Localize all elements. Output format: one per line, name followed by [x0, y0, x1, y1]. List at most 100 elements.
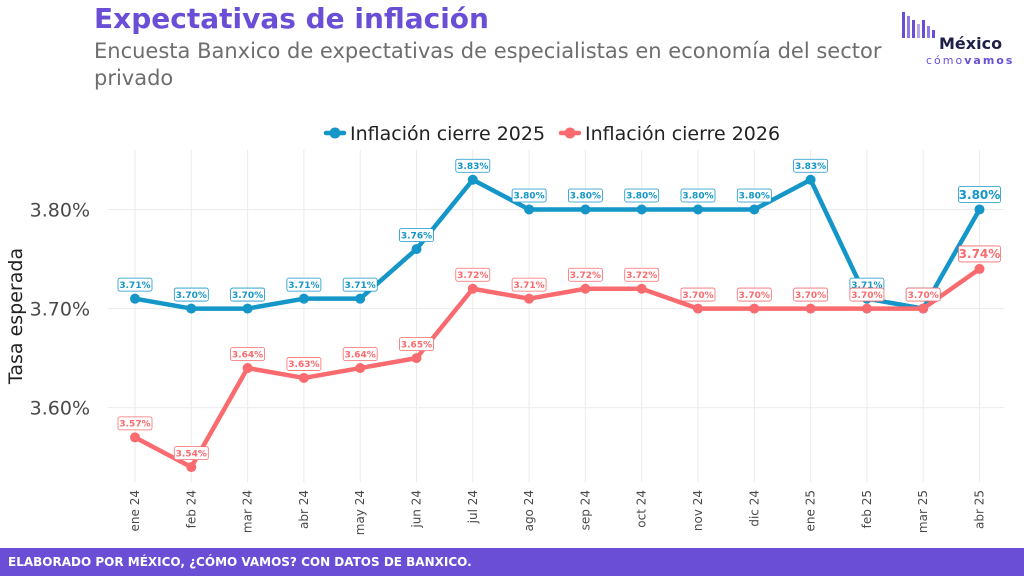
data-label: 3.70%	[908, 291, 939, 301]
data-label: 3.80%	[626, 192, 657, 202]
data-label-box	[173, 446, 209, 461]
data-label-box	[286, 357, 322, 371]
x-tick-label: jun 24	[410, 490, 424, 529]
data-point	[242, 363, 253, 374]
data-label-box	[117, 277, 153, 292]
x-tick-label: may 24	[353, 490, 367, 535]
chart-data-labels: 3.71%3.70% 3.70%3.71% 3.71%3.76%3.83%3.80%…	[117, 158, 1001, 461]
data-point	[693, 204, 703, 215]
data-point	[467, 283, 478, 294]
data-label-box	[173, 287, 209, 302]
data-point	[636, 204, 647, 215]
chart-points	[130, 174, 985, 473]
x-tick-label: feb 25	[860, 490, 874, 528]
data-label-box	[568, 267, 603, 282]
data-point	[298, 372, 309, 383]
logo-bars-icon	[902, 12, 935, 38]
data-point	[186, 462, 197, 473]
logo-word-mexico: México	[939, 34, 1003, 53]
data-label: 3.54%	[176, 449, 207, 459]
chart-legend: Inflación cierre 2025 Inflación cierre 20…	[323, 123, 780, 145]
chart-series-lines	[132, 177, 982, 470]
chart-grid	[108, 150, 1004, 482]
x-tick-label: ene 24	[128, 490, 142, 531]
chart-axes: 3.60% 3.70% 3.80% ene 24 feb 24 mar 24 abr 24 m…	[5, 199, 987, 535]
data-label: 3.76%	[401, 231, 432, 241]
logo-word-vamos: vamos	[964, 54, 1015, 67]
data-label: 3.83%	[457, 162, 488, 172]
data-label-box	[958, 245, 1001, 263]
data-label: 3.80%	[739, 192, 770, 202]
data-label-box	[286, 277, 322, 292]
data-label: 3.72%	[457, 271, 488, 281]
data-label-box	[511, 277, 547, 292]
data-point	[974, 204, 985, 215]
data-label-box	[905, 287, 941, 302]
data-point	[524, 293, 535, 304]
data-label-box	[793, 158, 828, 173]
data-label-box	[455, 267, 491, 282]
data-label: 3.70%	[851, 291, 882, 301]
data-point	[355, 293, 366, 304]
data-label: 3.80%	[513, 192, 544, 202]
logo-word-como-vamos: cómovamos	[926, 54, 1014, 67]
data-point	[130, 293, 140, 304]
legend-marker	[329, 127, 341, 139]
data-label: 3.83%	[795, 162, 826, 172]
data-label: 3.71%	[345, 281, 376, 291]
data-point	[580, 283, 591, 294]
data-label-box	[568, 188, 603, 203]
data-point	[411, 353, 422, 364]
data-label-box	[736, 287, 772, 302]
x-tick-label: ene 25	[804, 490, 818, 531]
data-label-box	[455, 158, 491, 173]
data-label-box	[680, 287, 716, 302]
data-label: 3.71%	[119, 281, 150, 291]
x-tick-label: nov 24	[691, 490, 705, 531]
data-label: 3.72%	[626, 271, 657, 281]
data-label-box	[624, 267, 660, 282]
data-label: 3.80%	[682, 192, 713, 202]
data-label-box	[511, 188, 547, 203]
footer-source-text: ELABORADO POR MÉXICO, ¿CÓMO VAMOS? CON D…	[8, 555, 472, 569]
data-label-box	[342, 277, 378, 292]
data-label-box	[342, 347, 378, 361]
data-point	[524, 204, 535, 215]
legend-entry: Inflación cierre 2025	[350, 123, 545, 145]
x-tick-label: oct 24	[635, 490, 649, 528]
footer-bar: ELABORADO POR MÉXICO, ¿CÓMO VAMOS? CON D…	[0, 548, 1024, 576]
data-label-box	[680, 188, 716, 203]
y-tick-label: 3.70%	[30, 299, 90, 321]
series-line	[132, 266, 982, 470]
x-tick-label: jul 24	[466, 490, 480, 524]
data-label-box	[399, 337, 434, 352]
data-label-box	[117, 416, 153, 431]
data-label: 3.71%	[851, 281, 882, 291]
x-tick-label: mar 25	[916, 490, 930, 533]
y-tick-label: 3.60%	[30, 398, 90, 420]
data-label: 3.64%	[232, 350, 263, 360]
data-label: 3.70%	[682, 291, 713, 301]
data-point	[749, 204, 760, 215]
data-label: 3.63%	[288, 360, 319, 370]
legend-entry: Inflación cierre 2026	[585, 123, 780, 145]
data-label-box	[736, 188, 772, 203]
data-label: 3.71%	[288, 281, 319, 291]
data-label: 3.65%	[401, 340, 432, 350]
brand-logo: México cómovamos	[898, 10, 1018, 67]
data-point	[411, 244, 422, 255]
data-label: 3.71%	[513, 281, 544, 291]
data-point	[805, 303, 816, 314]
chart-title: Expectativas de inflación	[94, 2, 489, 35]
x-tick-label: mar 24	[241, 490, 255, 533]
chart-subtitle: Encuesta Banxico de expectativas de espe…	[94, 39, 882, 90]
x-tick-label: abr 25	[973, 490, 987, 529]
data-point	[805, 174, 816, 185]
data-point	[749, 303, 760, 314]
data-label: 3.80%	[570, 192, 601, 202]
x-tick-label: sep 24	[578, 490, 592, 530]
data-point	[974, 263, 985, 274]
legend-marker	[564, 127, 576, 139]
line-chart: 3.60% 3.70% 3.80% ene 24 feb 24 mar 24 abr 24 m…	[5, 123, 1004, 535]
data-point	[580, 204, 591, 215]
